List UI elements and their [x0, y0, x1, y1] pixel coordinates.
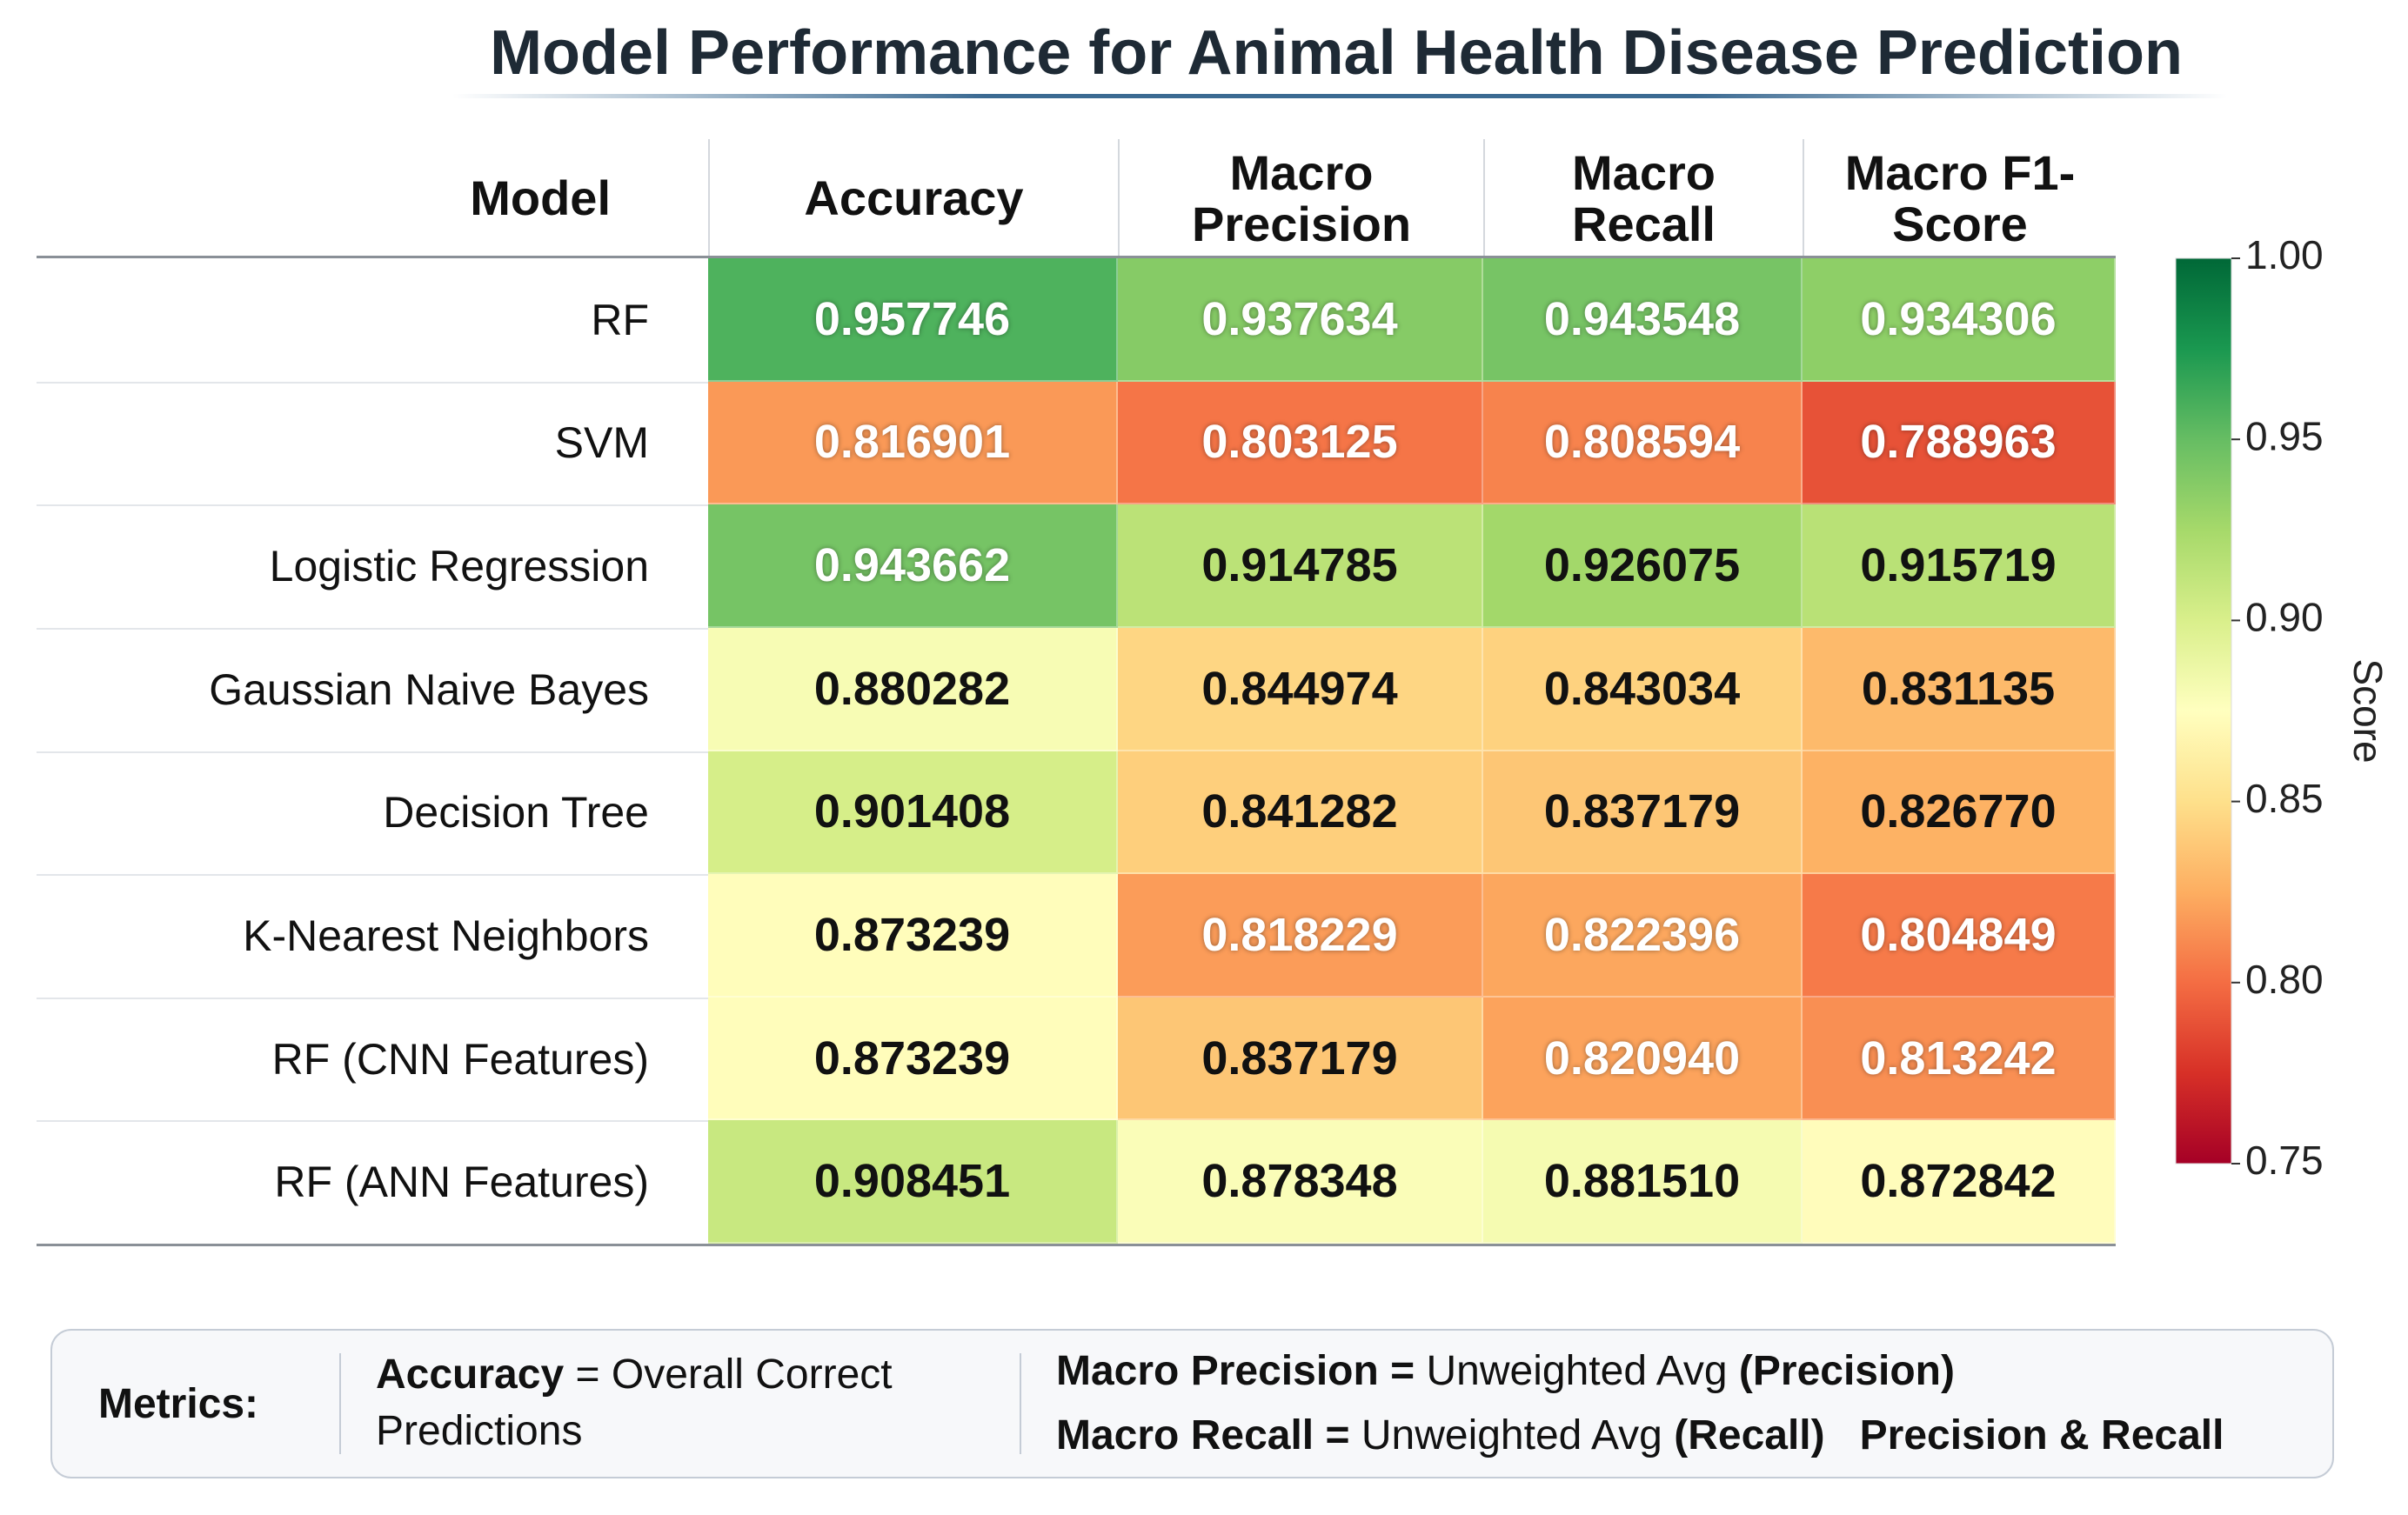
definition: Unweighted Avg — [1426, 1347, 1728, 1394]
column-header: Macro Recall — [1483, 139, 1803, 258]
chart-title: Model Performance for Animal Health Dise… — [490, 18, 2183, 88]
heatmap-cell: 0.873239 — [708, 874, 1118, 998]
term: Macro Precision = — [1056, 1347, 1415, 1394]
row-label: Decision Tree — [383, 788, 649, 838]
row-rule — [37, 874, 708, 877]
row-rule — [37, 627, 708, 630]
heatmap-cell: 0.957746 — [708, 258, 1118, 382]
note: (Precision) — [1738, 1347, 1955, 1394]
row-header: Model — [470, 170, 611, 226]
row-rule — [37, 997, 708, 999]
heatmap-cell: 0.915719 — [1803, 504, 2116, 628]
heatmap-cell: 0.831135 — [1803, 627, 2116, 751]
colorbar-fill — [2175, 257, 2232, 1165]
row-label: Logistic Regression — [269, 542, 649, 591]
macro-defs: Macro Precision = Unweighted Avg (Precis… — [1056, 1339, 2224, 1469]
heatmap-cell: 0.788963 — [1803, 381, 2116, 505]
heatmap-cell: 0.880282 — [708, 627, 1118, 751]
legend-label: Metrics: — [97, 1380, 259, 1427]
heatmap-cell: 0.837179 — [1483, 751, 1803, 875]
heatmap-cell: 0.826770 — [1803, 751, 2116, 875]
colorbar: 1.00 0.95 0.90 0.85 0.80 0.75 Score — [2175, 235, 2391, 1183]
heatmap-cell: 0.803125 — [1118, 381, 1483, 505]
definition: Unweighted Avg — [1361, 1412, 1662, 1458]
heatmap-cell: 0.873239 — [708, 997, 1118, 1121]
equals: = — [575, 1351, 600, 1398]
column-header-text: Accuracy — [804, 170, 1024, 226]
heatmap-cell: 0.872842 — [1803, 1120, 2116, 1244]
row-label: SVM — [554, 418, 649, 468]
row-label: RF — [591, 295, 649, 344]
heatmap-cell: 0.820940 — [1483, 997, 1803, 1121]
separator — [1020, 1353, 1021, 1454]
extra: Precision & Recall — [1859, 1412, 2224, 1458]
precision-def: Macro Precision = Unweighted Avg (Precis… — [1056, 1339, 2224, 1404]
heatmap-cell: 0.843034 — [1483, 627, 1803, 751]
column-header: Macro Precision — [1118, 139, 1483, 258]
row-label: K-Nearest Neighbors — [243, 911, 649, 960]
heatmap-cell: 0.844974 — [1118, 627, 1483, 751]
metrics-legend: Metrics: Accuracy = Overall Correct Pred… — [50, 1329, 2334, 1478]
row-rule — [37, 504, 708, 507]
heatmap-cell: 0.934306 — [1803, 258, 2116, 382]
heatmap-cell: 0.813242 — [1803, 997, 2116, 1121]
heatmap-cell: 0.808594 — [1483, 381, 1803, 505]
heatmap-cell: 0.937634 — [1118, 258, 1483, 382]
bottom-rule — [37, 1244, 2116, 1246]
column-header: Accuracy — [708, 139, 1118, 258]
column-header-text: Macro Recall — [1572, 144, 1716, 251]
term: Accuracy — [376, 1351, 565, 1398]
heatmap-cell: 0.914785 — [1118, 504, 1483, 628]
row-rule — [37, 751, 708, 753]
row-rule — [37, 381, 708, 384]
heatmap-cell: 0.816901 — [708, 381, 1118, 505]
heatmap-cell: 0.926075 — [1483, 504, 1803, 628]
definition: Overall Correct Predictions — [376, 1351, 893, 1454]
heatmap-cell: 0.908451 — [708, 1120, 1118, 1244]
colorbar-tick-label: 0.95 — [2245, 413, 2324, 458]
colorbar-tick-label: 0.80 — [2245, 957, 2324, 1002]
colorbar-tick-label: 0.90 — [2245, 595, 2324, 640]
colorbar-tick-label: 1.00 — [2245, 235, 2324, 277]
colorbar-label: Score — [2345, 658, 2391, 763]
colorbar-tick-label: 0.85 — [2245, 776, 2324, 821]
row-rule — [37, 1120, 708, 1123]
heatmap-cell: 0.943662 — [708, 504, 1118, 628]
heatmap-cell: 0.837179 — [1118, 997, 1483, 1121]
colorbar-tick-label: 0.75 — [2245, 1138, 2324, 1183]
column-header-text: Macro Precision — [1191, 144, 1412, 251]
column-header: Macro F1-Score — [1803, 139, 2116, 258]
heatmap-cell: 0.841282 — [1118, 751, 1483, 875]
header-rule — [37, 256, 2116, 258]
recall-def: Macro Recall = Unweighted Avg (Recall) P… — [1056, 1404, 2224, 1468]
heatmap-cell: 0.818229 — [1118, 874, 1483, 998]
heatmap-cell: 0.881510 — [1483, 1120, 1803, 1244]
note: (Recall) — [1674, 1412, 1825, 1458]
heatmap-cell: 0.901408 — [708, 751, 1118, 875]
column-header-text: Macro F1-Score — [1844, 144, 2076, 251]
row-label: RF (ANN Features) — [274, 1158, 649, 1207]
term: Macro Recall = — [1056, 1412, 1350, 1458]
accuracy-def: Accuracy = Overall Correct Predictions — [376, 1347, 985, 1460]
title-underline — [452, 94, 2227, 98]
heatmap-cell: 0.804849 — [1803, 874, 2116, 998]
row-label: Gaussian Naive Bayes — [209, 664, 649, 714]
heatmap-cell: 0.878348 — [1118, 1120, 1483, 1244]
row-label: RF (CNN Features) — [271, 1034, 649, 1084]
separator — [339, 1353, 341, 1454]
heatmap-cell: 0.822396 — [1483, 874, 1803, 998]
heatmap-cell: 0.943548 — [1483, 258, 1803, 382]
